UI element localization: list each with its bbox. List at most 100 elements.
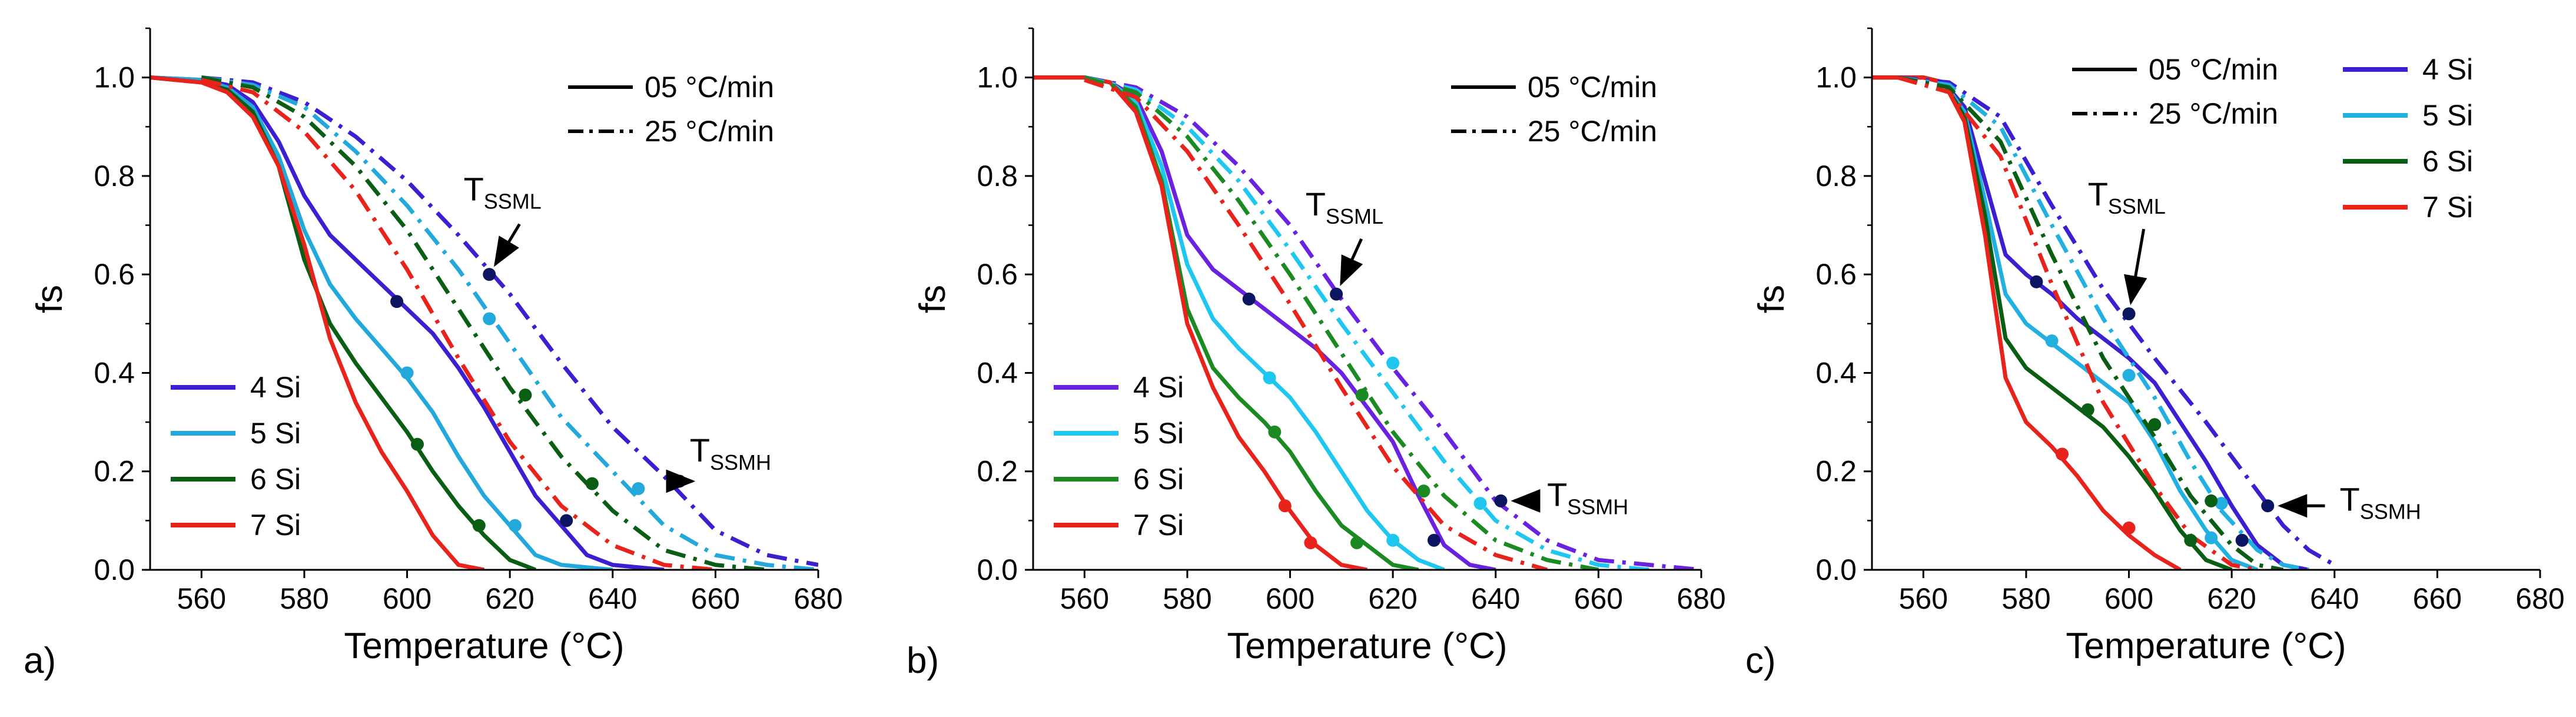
series-legend-label: 7 Si (1133, 509, 1184, 542)
y-tick-label: 0.2 (977, 455, 1018, 488)
x-axis-title: Temperature (°C) (1227, 626, 1507, 666)
annotation-subscript: SSML (2108, 194, 2166, 218)
data-point-marker (2122, 369, 2136, 382)
series-legend-label: 4 Si (250, 371, 301, 404)
x-tick-label: 640 (1471, 582, 1520, 615)
panel-label: c) (1745, 640, 1776, 681)
series-line-5-si-fast (1084, 75, 1651, 570)
annotation-label: TSSMH (690, 431, 771, 474)
annotation-tssmh: TSSMH (2278, 481, 2421, 524)
annotation-subscript: SSML (484, 190, 542, 214)
x-tick-label: 580 (1163, 582, 1211, 615)
data-point-marker (2122, 307, 2136, 321)
series-line-5-si-slow (1872, 75, 2259, 570)
data-point-marker (1355, 389, 1369, 402)
chart-panel-1: 560 580 600 620 640 660 680 0.0 0.2 0.4 0.6 0.8 1.0 T… (24, 27, 843, 681)
annotation-label: TSSML (464, 171, 542, 214)
annotation-subscript: SSML (1326, 204, 1383, 228)
annotation-arrow (2124, 228, 2147, 306)
y-tick-label: 1.0 (94, 61, 135, 94)
data-point-marker (1350, 536, 1364, 549)
series-line-6-si-fast (1084, 75, 1599, 570)
series-line-4-si-slow (150, 75, 665, 570)
data-point-marker (632, 482, 645, 495)
series-legend: 4 Si 5 Si 6 Si 7 Si (1054, 371, 1184, 542)
x-tick-label: 620 (485, 582, 534, 615)
annotation-main: T (1306, 185, 1326, 223)
data-point-marker (2148, 418, 2162, 431)
annotation-main: T (2340, 481, 2360, 518)
annotation-tssmh: TSSMH (1511, 476, 1628, 519)
y-tick-label: 0.6 (977, 258, 1018, 291)
x-tick-label: 640 (2310, 582, 2359, 615)
data-point-marker (1494, 494, 1508, 507)
data-point-marker (1417, 484, 1430, 498)
series-legend-label: 4 Si (2422, 53, 2473, 86)
annotation-tssml: TSSML (2088, 175, 2166, 306)
data-point-marker (2205, 531, 2218, 545)
series-legend: 4 Si 5 Si 6 Si 7 Si (171, 371, 301, 542)
series-line-7-si-fast (1897, 75, 2258, 570)
series-line-6-si-slow (1872, 75, 2233, 570)
data-point-marker (508, 519, 522, 532)
series-legend-label: 6 Si (1133, 463, 1184, 496)
line-style-legend: 05 °C/min 25 °C/min (2072, 53, 2278, 130)
x-tick-label: 680 (2515, 582, 2564, 615)
annotation-tssml: TSSML (1306, 185, 1383, 286)
chart-panel-3: 560 580 600 620 640 660 680 0.0 0.2 0.4 0.6 0.8 1.0 T… (1745, 27, 2565, 681)
data-point-marker (1268, 425, 1282, 439)
series-legend-label: 5 Si (250, 417, 301, 450)
series-line-4-si-fast (201, 75, 818, 567)
y-tick-label: 0.6 (1815, 258, 1857, 291)
data-point-marker (400, 366, 414, 380)
annotation-arrow (1340, 238, 1363, 286)
y-tick-label: 1.0 (1815, 61, 1857, 94)
y-tick-label: 0.0 (94, 553, 135, 586)
line-style-legend: 05 °C/min 25 °C/min (568, 71, 774, 148)
series-line-6-si-fast (1897, 75, 2284, 570)
annotation-tssmh: TSSMH (666, 431, 771, 493)
x-tick-label: 680 (1677, 582, 1725, 615)
line-style-legend-label: 05 °C/min (2149, 53, 2278, 86)
series-line-5-si-slow (1033, 75, 1445, 570)
panel-label: a) (24, 640, 56, 681)
annotation-tssml: TSSML (464, 171, 542, 267)
data-point-marker (1386, 533, 1400, 547)
annotation-label: TSSML (2088, 175, 2166, 218)
line-style-legend-label: 25 °C/min (1528, 115, 1657, 148)
y-axis-title: fs (1751, 285, 1792, 313)
series-legend-label: 6 Si (250, 463, 301, 496)
x-axis-title: Temperature (°C) (344, 626, 624, 666)
data-point-marker (2235, 533, 2249, 547)
series-line-4-si-fast (1897, 75, 2336, 567)
data-point-marker (1428, 533, 1440, 547)
data-point-marker (483, 312, 496, 326)
y-tick-label: 0.8 (94, 160, 135, 192)
series-line-5-si-slow (150, 75, 613, 570)
series-line-5-si-fast (201, 75, 818, 570)
data-point-marker (2184, 533, 2197, 547)
y-tick-label: 0.4 (1815, 356, 1857, 389)
x-tick-label: 600 (2104, 582, 2153, 615)
data-point-marker (483, 268, 496, 281)
x-tick-label: 640 (588, 582, 637, 615)
y-axis-title: fs (29, 285, 70, 313)
data-point-marker (390, 295, 404, 308)
data-point-marker (411, 437, 424, 451)
data-point-marker (2215, 497, 2228, 510)
y-tick-label: 0.0 (1815, 553, 1857, 586)
data-point-marker (560, 514, 573, 527)
x-tick-label: 560 (1899, 582, 1948, 615)
y-tick-label: 0.2 (1815, 455, 1857, 488)
x-tick-label: 660 (1574, 582, 1623, 615)
series-legend-label: 4 Si (1133, 371, 1184, 404)
data-point-marker (519, 389, 532, 402)
y-tick-label: 0.4 (94, 356, 135, 389)
x-tick-label: 660 (691, 582, 740, 615)
panel-label: b) (907, 640, 939, 681)
data-point-marker (2045, 334, 2059, 348)
annotation-main: T (690, 431, 710, 469)
data-point-marker (2030, 275, 2043, 288)
x-axis-title: Temperature (°C) (2066, 626, 2346, 666)
